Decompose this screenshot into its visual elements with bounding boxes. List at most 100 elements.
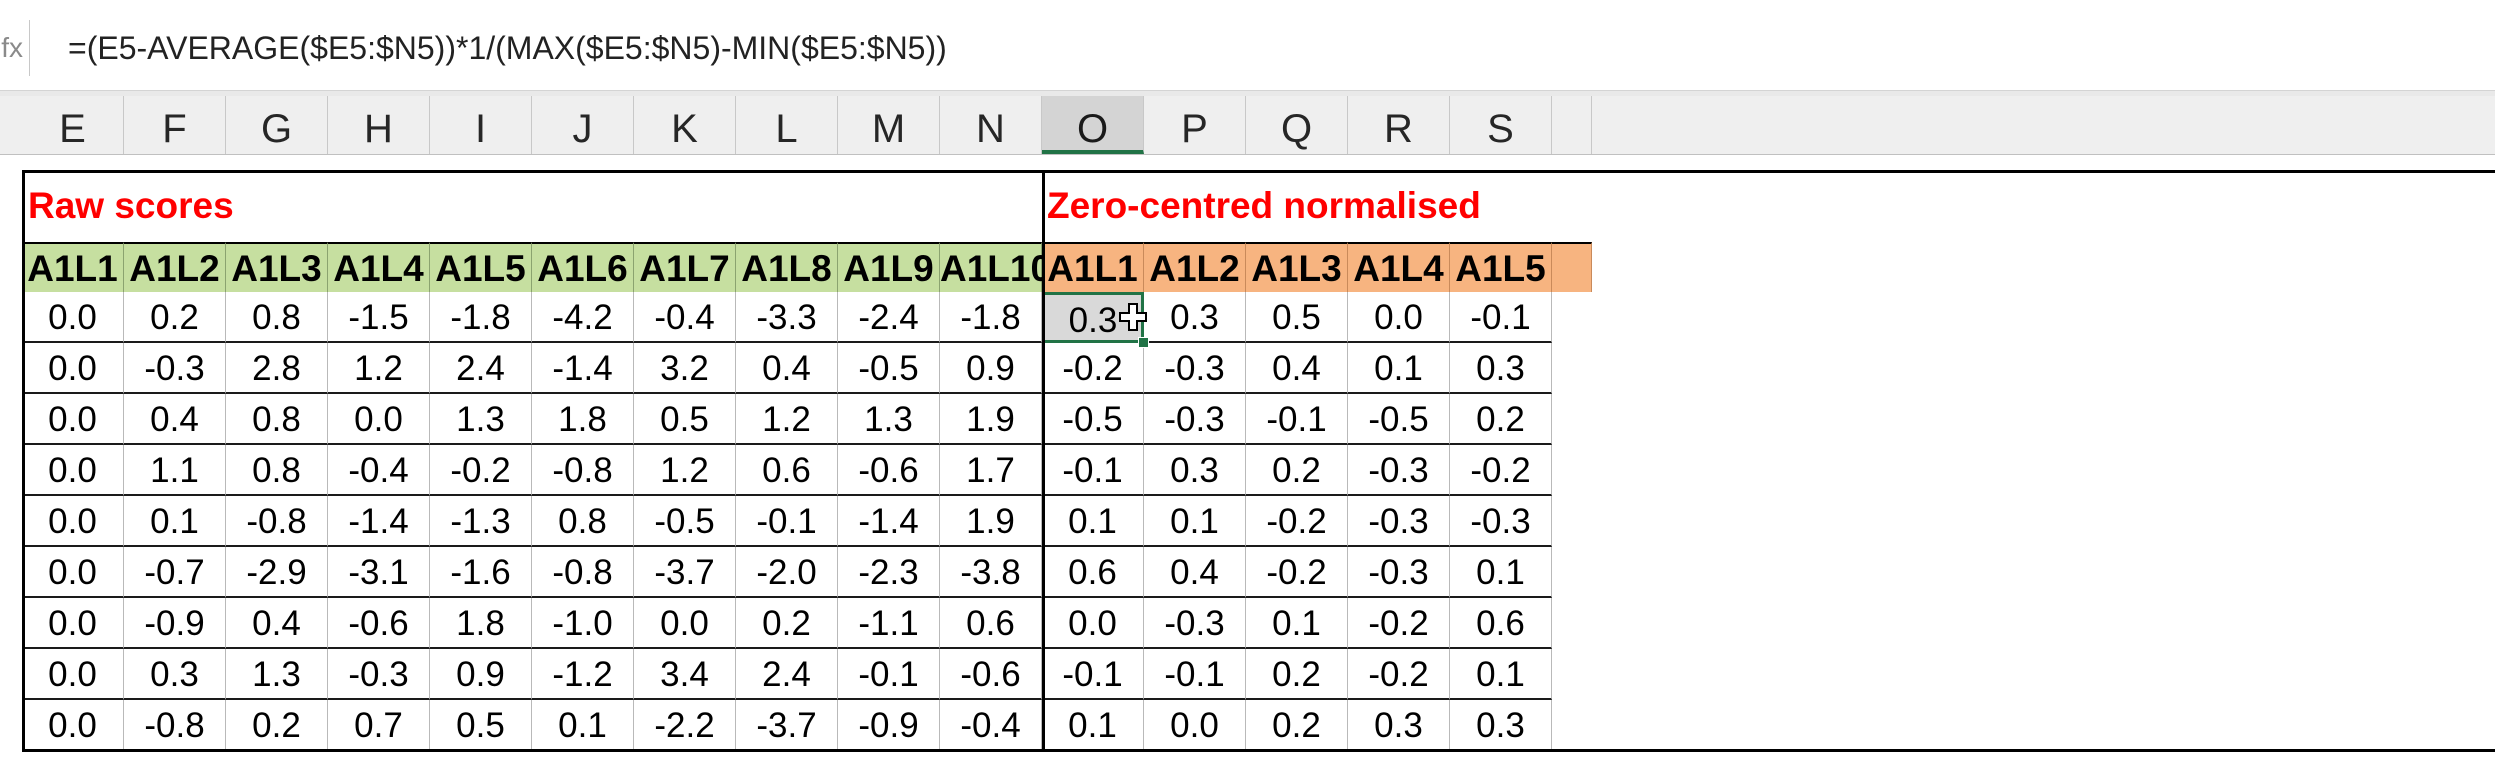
raw-cell[interactable]: 1.9 bbox=[940, 394, 1042, 445]
norm-cell[interactable]: 0.6 bbox=[1450, 598, 1552, 649]
norm-cell[interactable]: -0.2 bbox=[1042, 343, 1144, 394]
norm-cell[interactable]: 0.5 bbox=[1246, 292, 1348, 343]
norm-cell[interactable]: 0.2 bbox=[1246, 649, 1348, 700]
norm-cell[interactable]: 0.1 bbox=[1348, 343, 1450, 394]
raw-cell[interactable]: 0.4 bbox=[736, 343, 838, 394]
raw-cell[interactable]: -0.6 bbox=[940, 649, 1042, 700]
norm-cell[interactable]: 0.1 bbox=[1144, 496, 1246, 547]
raw-cell[interactable]: -0.3 bbox=[328, 649, 430, 700]
norm-cell[interactable]: 0.2 bbox=[1246, 700, 1348, 751]
raw-cell[interactable]: 0.6 bbox=[736, 445, 838, 496]
raw-cell[interactable]: -1.0 bbox=[532, 598, 634, 649]
norm-cell[interactable]: 0.3 bbox=[1450, 343, 1552, 394]
raw-cell[interactable]: -1.8 bbox=[430, 292, 532, 343]
raw-cell[interactable]: -0.4 bbox=[634, 292, 736, 343]
column-header-n[interactable]: N bbox=[940, 96, 1042, 154]
raw-cell[interactable]: 0.4 bbox=[226, 598, 328, 649]
raw-cell[interactable]: -2.3 bbox=[838, 547, 940, 598]
raw-cell[interactable]: 2.8 bbox=[226, 343, 328, 394]
norm-cell[interactable]: 0.3 bbox=[1144, 445, 1246, 496]
raw-cell[interactable]: -3.7 bbox=[736, 700, 838, 751]
raw-header-a1l9[interactable]: A1L9 bbox=[838, 242, 940, 292]
raw-cell[interactable]: 0.0 bbox=[22, 394, 124, 445]
normalised-title[interactable]: Zero-centred normalised bbox=[1047, 185, 1481, 226]
raw-cell[interactable]: -1.8 bbox=[940, 292, 1042, 343]
norm-cell[interactable]: 0.0 bbox=[1348, 292, 1450, 343]
raw-cell[interactable]: 0.1 bbox=[124, 496, 226, 547]
raw-cell[interactable]: -1.4 bbox=[532, 343, 634, 394]
raw-header-a1l6[interactable]: A1L6 bbox=[532, 242, 634, 292]
raw-cell[interactable]: 0.2 bbox=[736, 598, 838, 649]
raw-cell[interactable]: -1.4 bbox=[328, 496, 430, 547]
raw-cell[interactable]: 0.0 bbox=[634, 598, 736, 649]
raw-header-a1l2[interactable]: A1L2 bbox=[124, 242, 226, 292]
raw-cell[interactable]: -2.0 bbox=[736, 547, 838, 598]
raw-cell[interactable]: 0.5 bbox=[430, 700, 532, 751]
column-header-q[interactable]: Q bbox=[1246, 96, 1348, 154]
column-header-next[interactable] bbox=[1552, 96, 1592, 154]
norm-cell[interactable]: 0.2 bbox=[1246, 445, 1348, 496]
raw-cell[interactable]: 3.4 bbox=[634, 649, 736, 700]
raw-cell[interactable]: 0.0 bbox=[22, 292, 124, 343]
raw-cell[interactable]: 1.7 bbox=[940, 445, 1042, 496]
raw-cell[interactable]: 2.4 bbox=[736, 649, 838, 700]
column-header-o[interactable]: O bbox=[1042, 96, 1144, 154]
raw-cell[interactable]: -0.5 bbox=[634, 496, 736, 547]
raw-cell[interactable]: 0.7 bbox=[328, 700, 430, 751]
norm-header-a1l3[interactable]: A1L3 bbox=[1246, 242, 1348, 292]
raw-header-a1l7[interactable]: A1L7 bbox=[634, 242, 736, 292]
raw-cell[interactable]: -0.1 bbox=[838, 649, 940, 700]
raw-cell[interactable]: -2.4 bbox=[838, 292, 940, 343]
column-header-p[interactable]: P bbox=[1144, 96, 1246, 154]
column-header-h[interactable]: H bbox=[328, 96, 430, 154]
raw-cell[interactable]: 0.3 bbox=[124, 649, 226, 700]
fill-handle[interactable] bbox=[1138, 337, 1149, 348]
raw-cell[interactable]: 0.9 bbox=[430, 649, 532, 700]
norm-cell[interactable]: 0.3 bbox=[1144, 292, 1246, 343]
column-header-j[interactable]: J bbox=[532, 96, 634, 154]
raw-cell[interactable]: 0.4 bbox=[124, 394, 226, 445]
norm-cell[interactable]: -0.3 bbox=[1348, 496, 1450, 547]
raw-cell[interactable]: -3.1 bbox=[328, 547, 430, 598]
norm-cell[interactable]: -0.2 bbox=[1348, 649, 1450, 700]
raw-cell[interactable]: 0.6 bbox=[940, 598, 1042, 649]
norm-cell[interactable]: -0.3 bbox=[1144, 394, 1246, 445]
norm-cell[interactable]: -0.1 bbox=[1450, 292, 1552, 343]
norm-cell[interactable]: -0.3 bbox=[1348, 547, 1450, 598]
raw-cell[interactable]: 2.4 bbox=[430, 343, 532, 394]
raw-cell[interactable]: 1.3 bbox=[226, 649, 328, 700]
raw-cell[interactable]: 0.0 bbox=[22, 445, 124, 496]
column-header-s[interactable]: S bbox=[1450, 96, 1552, 154]
raw-cell[interactable]: 3.2 bbox=[634, 343, 736, 394]
raw-cell[interactable]: -0.4 bbox=[328, 445, 430, 496]
norm-cell[interactable]: 0.0 bbox=[1144, 700, 1246, 751]
raw-cell[interactable]: 1.8 bbox=[430, 598, 532, 649]
raw-cell[interactable]: -2.9 bbox=[226, 547, 328, 598]
norm-cell[interactable]: -0.2 bbox=[1246, 496, 1348, 547]
norm-cell[interactable]: 0.1 bbox=[1450, 547, 1552, 598]
raw-cell[interactable]: 1.2 bbox=[328, 343, 430, 394]
raw-cell[interactable]: -0.5 bbox=[838, 343, 940, 394]
norm-cell[interactable]: 0.4 bbox=[1246, 343, 1348, 394]
norm-cell[interactable]: 0.1 bbox=[1450, 649, 1552, 700]
raw-cell[interactable]: 0.2 bbox=[124, 292, 226, 343]
raw-cell[interactable]: 0.1 bbox=[532, 700, 634, 751]
raw-cell[interactable]: -3.7 bbox=[634, 547, 736, 598]
raw-cell[interactable]: -1.1 bbox=[838, 598, 940, 649]
formula-input[interactable]: =(E5-AVERAGE($E5:$N5))*1/(MAX($E5:$N5)-M… bbox=[68, 30, 947, 66]
norm-cell[interactable]: 0.3 bbox=[1450, 700, 1552, 751]
raw-cell[interactable]: -0.1 bbox=[736, 496, 838, 547]
norm-cell[interactable]: -0.1 bbox=[1042, 445, 1144, 496]
raw-cell[interactable]: -0.8 bbox=[532, 445, 634, 496]
raw-header-a1l3[interactable]: A1L3 bbox=[226, 242, 328, 292]
raw-cell[interactable]: 0.5 bbox=[634, 394, 736, 445]
raw-cell[interactable]: -0.3 bbox=[124, 343, 226, 394]
norm-cell[interactable]: 0.3 bbox=[1348, 700, 1450, 751]
column-header-f[interactable]: F bbox=[124, 96, 226, 154]
raw-cell[interactable]: 1.2 bbox=[736, 394, 838, 445]
norm-cell[interactable]: 0.1 bbox=[1246, 598, 1348, 649]
norm-cell[interactable]: -0.2 bbox=[1246, 547, 1348, 598]
raw-cell[interactable]: 0.8 bbox=[226, 394, 328, 445]
raw-header-a1l5[interactable]: A1L5 bbox=[430, 242, 532, 292]
raw-cell[interactable]: -0.9 bbox=[838, 700, 940, 751]
